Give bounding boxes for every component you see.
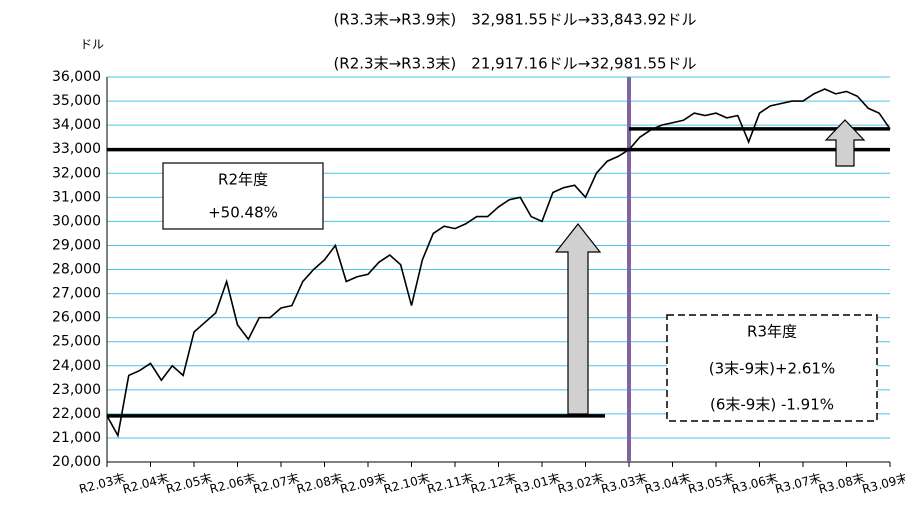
x-tick-label: R3.08末: [817, 471, 866, 497]
x-tick-label: R3.04末: [643, 471, 692, 497]
y-tick-label: 27,000: [52, 286, 101, 302]
y-tick-label: 26,000: [52, 310, 101, 326]
x-tick-label: R2.06末: [208, 471, 257, 497]
y-unit: ドル: [80, 38, 104, 52]
y-tick-label: 35,000: [52, 93, 101, 109]
up-arrow: [824, 119, 866, 167]
r2-box: [162, 162, 324, 230]
x-tick-label: R2.10末: [382, 471, 431, 497]
x-tick-label: R3.07末: [774, 471, 823, 497]
x-tick-label: R2.03末: [78, 471, 127, 497]
x-tick-label: R3.06末: [730, 471, 779, 497]
x-tick-label: R3.02末: [556, 471, 605, 497]
y-tick-label: 20,000: [52, 454, 101, 470]
x-tick-label: R2.09末: [339, 471, 388, 497]
y-tick-label: 25,000: [52, 334, 101, 350]
box-text: (3末-9末)+2.61%: [709, 360, 835, 378]
box-text: (6末-9末) -1.91%: [710, 396, 834, 414]
box-text: +50.48%: [208, 204, 278, 222]
x-tick-label: R2.07末: [252, 471, 301, 497]
y-tick-label: 33,000: [52, 141, 101, 157]
x-tick-label: R3.05末: [687, 471, 736, 497]
box-text: R3年度: [747, 323, 797, 341]
header-line: (R2.3末→R3.3末) 21,917.16ドル→32,981.55ドル: [333, 55, 696, 73]
y-tick-label: 24,000: [52, 358, 101, 374]
y-tick-label: 28,000: [52, 262, 101, 278]
y-tick-label: 36,000: [52, 69, 101, 85]
y-tick-label: 29,000: [52, 237, 101, 253]
x-tick-label: R3.01末: [513, 471, 562, 497]
data-line: [106, 88, 891, 438]
y-tick-label: 21,000: [52, 430, 101, 446]
box-text: R2年度: [218, 171, 268, 189]
x-tick-label: R3.09末: [861, 471, 905, 497]
x-tick-label: R2.04末: [121, 471, 170, 497]
y-tick-label: 23,000: [52, 382, 101, 398]
x-tick-label: R2.05末: [165, 471, 214, 497]
y-tick-label: 22,000: [52, 406, 101, 422]
y-tick-label: 30,000: [52, 213, 101, 229]
x-tick-label: R2.12末: [469, 471, 518, 497]
header-line: (R3.3末→R3.9末) 32,981.55ドル→33,843.92ドル: [333, 11, 696, 29]
y-tick-label: 32,000: [52, 165, 101, 181]
x-tick-label: R2.11末: [426, 471, 475, 497]
x-tick-label: R2.08末: [295, 471, 344, 497]
y-tick-label: 31,000: [52, 189, 101, 205]
r3-box: [666, 314, 878, 422]
x-tick-label: R3.03末: [600, 471, 649, 497]
up-arrow: [554, 223, 602, 415]
y-tick-label: 34,000: [52, 117, 101, 133]
